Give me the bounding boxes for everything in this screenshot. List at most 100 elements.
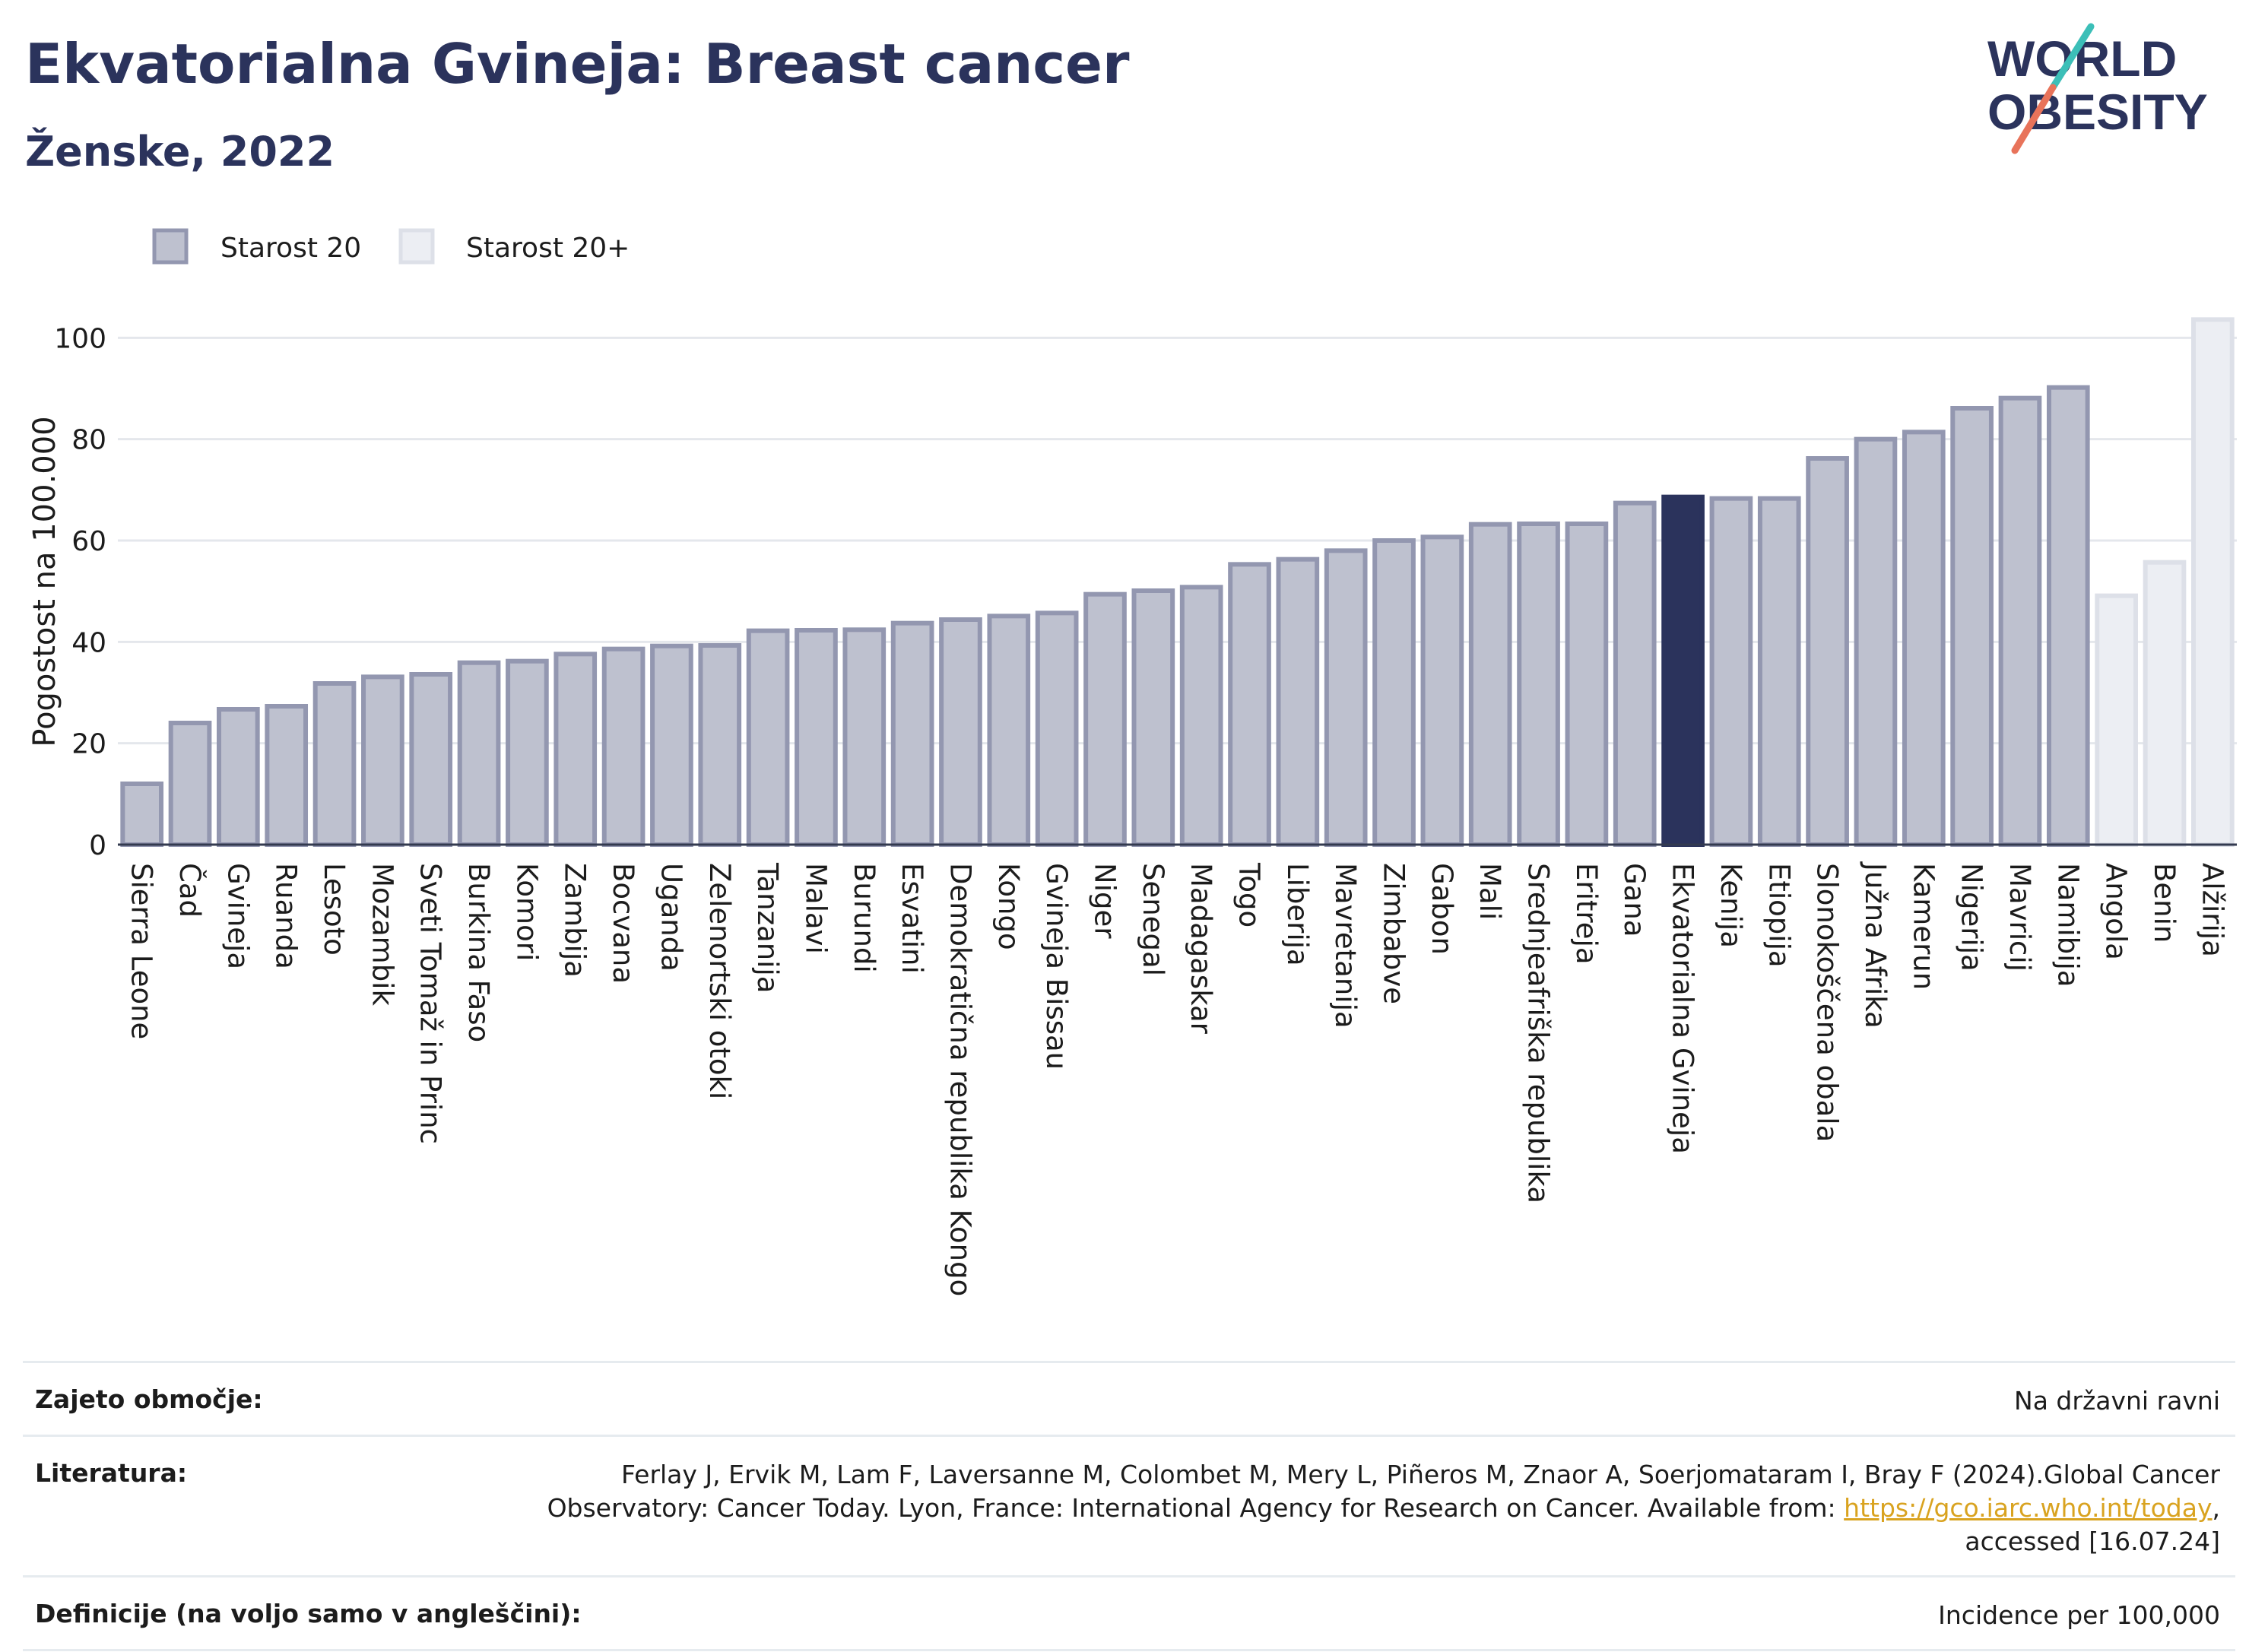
x-tick-label-mozambik: Mozambik — [366, 863, 398, 1006]
footer-table: Zajeto območje: Na državni ravni Literat… — [23, 1361, 2235, 1651]
bar-gana — [1613, 500, 1657, 848]
bar-uganda — [650, 643, 693, 848]
bar-cad — [168, 721, 212, 847]
bar-madagaskar — [1179, 585, 1223, 847]
bar-zelenortski-otoki — [698, 643, 742, 847]
bar-eritreja — [1565, 522, 1609, 847]
y-tick-label: 60 — [71, 526, 106, 557]
bar-lesoto — [312, 681, 357, 847]
x-tick-label-zelenortski-otoki: Zelenortski otoki — [703, 863, 736, 1099]
definitions-value: Incidence per 100,000 — [1938, 1600, 2220, 1630]
x-tick-label-alzirija: Alžirija — [2196, 863, 2228, 957]
bar-burkina-faso — [457, 660, 501, 848]
x-tick-label-malavi: Malavi — [799, 863, 832, 954]
literature-line-2: Observatory: Cancer Today. Lyon, France:… — [547, 1493, 1845, 1523]
x-tick-label-juzna-afrika: Južna Afrika — [1859, 861, 1892, 1029]
x-tick-label-kamerun: Kamerun — [1907, 863, 1940, 990]
literature-label: Literatura: — [35, 1458, 188, 1488]
bar-juzna-afrika — [1854, 436, 1898, 847]
bar-alzirija — [2190, 317, 2235, 848]
x-tick-label-tanzanija: Tanzanija — [751, 862, 784, 993]
x-tick-label-mali: Mali — [1473, 863, 1506, 920]
x-tick-label-gvineja-bissau: Gvineja Bissau — [1040, 863, 1073, 1070]
bar-zambija — [554, 652, 598, 847]
y-tick-label: 40 — [71, 627, 106, 658]
bar-malavi — [795, 628, 838, 847]
page-title: Ekvatorialna Gvineja: Breast cancer — [25, 32, 1130, 96]
x-tick-label-angola: Angola — [2100, 863, 2133, 960]
x-tick-label-senegal: Senegal — [1137, 863, 1169, 976]
x-tick-label-lesoto: Lesoto — [318, 863, 351, 956]
footer-row-definitions: Definicije (na voljo samo v angleščini):… — [23, 1575, 2235, 1651]
bar-ruanda — [265, 704, 309, 847]
x-tick-label-sierra-leone: Sierra Leone — [125, 863, 158, 1039]
legend-swatch-starost-20-plus — [398, 228, 435, 265]
x-tick-label-kenija: Kenija — [1715, 863, 1747, 948]
x-tick-label-eritreja: Eritreja — [1570, 863, 1603, 965]
bar-mavricij — [1998, 395, 2042, 847]
page-subtitle: Ženske, 2022 — [25, 128, 335, 176]
bar-kamerun — [1902, 430, 1946, 847]
legend-label-starost-20: Starost 20 — [220, 233, 361, 264]
x-tick-label-niger: Niger — [1088, 863, 1121, 939]
y-tick-label: 20 — [71, 729, 106, 760]
bar-mozambik — [361, 674, 404, 847]
bar-senegal — [1131, 588, 1175, 847]
x-tick-label-liberija: Liberija — [1281, 863, 1314, 966]
footer-row-coverage: Zajeto območje: Na državni ravni — [23, 1361, 2235, 1435]
world-obesity-logo: WORLD OBESITY — [1987, 23, 2208, 154]
definitions-label: Definicije (na voljo samo v angleščini): — [35, 1599, 582, 1628]
y-tick-label: 100 — [54, 323, 106, 354]
x-tick-label-gabon: Gabon — [1426, 863, 1458, 955]
x-tick-label-madagaskar: Madagaskar — [1185, 863, 1217, 1035]
bar-mavretanija — [1324, 548, 1368, 847]
bar-kongo — [987, 614, 1031, 847]
x-tick-label-zimbabve: Zimbabve — [1378, 863, 1410, 1004]
y-axis-ticks: 0 20 40 60 80 100 — [54, 323, 106, 861]
bars — [120, 317, 2235, 848]
x-tick-label-zambija: Zambija — [559, 863, 592, 978]
x-tick-label-gana: Gana — [1618, 863, 1651, 937]
x-tick-label-slonokoscena-obala: Slonokoščena obala — [1811, 863, 1844, 1142]
x-tick-label-demokraticna-republika-kongo: Demokratična republika Kongo — [944, 863, 976, 1296]
bar-sveti-tomaz-in-princ — [409, 672, 453, 847]
literature-link[interactable]: https://gco.iarc.who.int/today — [1844, 1493, 2213, 1523]
literature-line-3: accessed [16.07.24] — [1965, 1527, 2220, 1556]
x-tick-label-togo: Togo — [1233, 862, 1266, 927]
bar-angola — [2095, 593, 2138, 848]
x-tick-label-burundi: Burundi — [848, 863, 880, 973]
bar-demokraticna-republika-kongo — [939, 617, 982, 847]
y-axis-label: Pogostost na 100.000 — [27, 416, 62, 747]
bar-niger — [1083, 591, 1127, 848]
coverage-value: Na državni ravni — [2014, 1386, 2220, 1416]
bar-tanzanija — [746, 628, 790, 848]
x-tick-label-ruanda: Ruanda — [270, 863, 303, 969]
x-tick-label-mavretanija: Mavretanija — [1329, 863, 1362, 1029]
bar-esvatini — [890, 620, 934, 848]
legend-swatch-starost-20 — [152, 228, 189, 265]
literature-line-1: Ferlay J, Ervik M, Lam F, Laversanne M, … — [620, 1460, 2220, 1489]
logo-slash-coral — [2011, 84, 2057, 154]
bar-ekvatorialna-gvineja — [1661, 494, 1705, 848]
bar-benin — [2143, 560, 2187, 848]
x-tick-label-kongo: Kongo — [992, 863, 1025, 950]
literature-line-2-suffix: , — [2212, 1493, 2221, 1523]
bar-gabon — [1420, 534, 1464, 847]
x-tick-label-benin: Benin — [2148, 863, 2181, 943]
x-tick-label-komori: Komori — [510, 863, 543, 961]
bar-komori — [506, 658, 549, 848]
bar-mali — [1468, 522, 1512, 848]
logo-slash-teal — [2049, 23, 2095, 91]
x-axis-labels: Sierra Leone Čad Gvineja Ruanda Lesoto Mozamb… — [125, 861, 2229, 1296]
x-tick-label-bocvana: Bocvana — [607, 863, 639, 984]
bar-gvineja-bissau — [1035, 610, 1079, 847]
coverage-label: Zajeto območje: — [35, 1384, 263, 1414]
x-tick-label-ekvatorialna-gvineja: Ekvatorialna Gvineja — [1667, 863, 1699, 1154]
bar-burundi — [842, 627, 887, 847]
bar-liberija — [1276, 556, 1320, 848]
bar-gvineja — [217, 707, 260, 847]
x-tick-label-mavricij: Mavricij — [2003, 863, 2036, 972]
x-tick-label-burkina-faso: Burkina Faso — [462, 863, 495, 1042]
x-tick-label-namibija: Namibija — [2051, 863, 2084, 987]
y-tick-label: 80 — [71, 425, 106, 456]
